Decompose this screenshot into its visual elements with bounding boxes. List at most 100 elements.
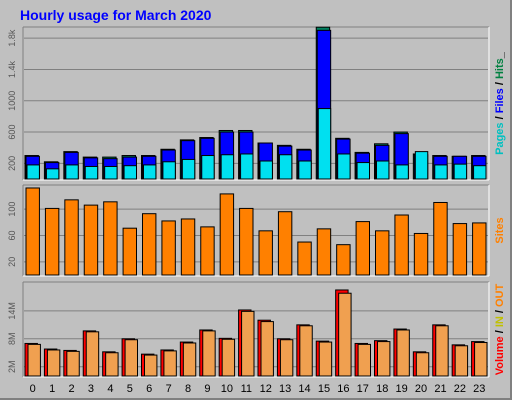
bar-out-4 xyxy=(105,352,119,377)
bar-pages-10 xyxy=(220,154,235,180)
bar-sites-14 xyxy=(297,241,312,276)
panel-background xyxy=(23,27,489,180)
legend-part: / xyxy=(494,307,506,316)
x-tick-label: 7 xyxy=(166,383,172,395)
bar-sites-12 xyxy=(258,230,273,276)
bar-sites-0 xyxy=(25,187,40,276)
y-tick-label: 60 xyxy=(7,230,17,240)
legend-part: / xyxy=(494,113,506,122)
bar-out-11 xyxy=(241,310,255,377)
bar-out-23 xyxy=(474,342,488,377)
x-tick-label: 17 xyxy=(357,383,369,395)
bar-sites-6 xyxy=(142,213,157,276)
x-tick-label: 9 xyxy=(204,383,210,395)
panel-requests: 200 600 1000 1.4k 1.8k Pages / Files / Hits_ xyxy=(7,26,506,181)
bar-sites-9 xyxy=(200,226,215,276)
bar-sites-18 xyxy=(375,230,390,276)
bar-out-10 xyxy=(221,338,236,377)
bar-out-18 xyxy=(377,341,391,377)
bar-out-6 xyxy=(144,354,158,377)
bar-out-13 xyxy=(279,339,294,377)
bar-sites-8 xyxy=(180,218,196,276)
bar-out-21 xyxy=(435,325,449,377)
x-tick-label: 8 xyxy=(185,383,191,395)
panel-legend-label: Sites xyxy=(494,217,506,243)
x-tick-label: 19 xyxy=(396,383,408,395)
bar-pages-16 xyxy=(337,153,351,180)
bar-pages-2 xyxy=(65,164,79,180)
bar-out-5 xyxy=(124,339,139,377)
y-tick-label: 14M xyxy=(7,302,17,320)
bar-out-2 xyxy=(66,350,80,377)
bar-out-16 xyxy=(338,292,352,377)
bar-out-15 xyxy=(318,341,333,377)
bar-out-0 xyxy=(27,343,41,377)
bar-sites-19 xyxy=(394,214,409,276)
panel-sites: 20 60 100 Sites xyxy=(7,184,506,277)
panel-legend-label: Volume / IN / OUT xyxy=(494,283,506,375)
x-tick-label: 22 xyxy=(454,383,466,395)
bar-pages-19 xyxy=(395,164,409,180)
bar-sites-1 xyxy=(44,207,60,276)
bar-sites-11 xyxy=(239,207,254,276)
bar-sites-21 xyxy=(433,201,448,276)
bar-pages-22 xyxy=(453,163,468,180)
bar-sites-15 xyxy=(316,228,332,276)
bar-pages-20 xyxy=(414,151,429,180)
x-tick-label: 12 xyxy=(260,383,272,395)
legend-part: / xyxy=(494,79,506,88)
y-tick-label: 8M xyxy=(7,333,17,346)
bar-pages-23 xyxy=(473,165,487,180)
x-tick-label: 15 xyxy=(318,383,330,395)
legend-part: _ xyxy=(494,51,506,59)
bar-sites-5 xyxy=(122,227,138,276)
bar-pages-14 xyxy=(298,160,312,180)
bar-out-22 xyxy=(454,345,469,377)
bar-sites-17 xyxy=(355,221,371,276)
y-tick-label: 20 xyxy=(7,257,17,267)
bar-out-19 xyxy=(396,329,410,377)
bar-out-9 xyxy=(202,330,216,377)
x-tick-label: 13 xyxy=(279,383,291,395)
bar-pages-8 xyxy=(181,158,196,180)
bar-sites-23 xyxy=(472,222,487,276)
x-tick-label: 11 xyxy=(241,383,252,395)
bar-out-20 xyxy=(415,352,430,377)
bar-pages-18 xyxy=(376,160,390,180)
bar-out-7 xyxy=(163,350,177,377)
legend-part: Files xyxy=(494,88,506,113)
bar-sites-22 xyxy=(452,223,468,276)
x-tick-label: 20 xyxy=(415,383,427,395)
chart-title: Hourly usage for March 2020 xyxy=(20,7,212,23)
y-tick-label: 1.4k xyxy=(7,60,17,78)
bar-sites-7 xyxy=(161,220,176,276)
bar-out-17 xyxy=(357,343,372,377)
y-tick-label: 1.8k xyxy=(7,29,17,47)
x-tick-label: 0 xyxy=(30,383,36,395)
x-tick-label: 14 xyxy=(298,383,310,395)
x-tick-label: 4 xyxy=(107,383,113,395)
legend-part: Pages xyxy=(494,122,506,154)
y-tick-label: 1000 xyxy=(7,91,17,111)
bar-pages-13 xyxy=(278,154,293,180)
x-tick-label: 21 xyxy=(434,383,446,395)
bar-pages-17 xyxy=(356,162,371,180)
legend-part: Sites xyxy=(494,217,506,243)
bar-sites-10 xyxy=(219,193,235,276)
x-tick-label: 6 xyxy=(146,383,152,395)
bar-pages-7 xyxy=(162,161,176,180)
bar-pages-9 xyxy=(201,155,215,180)
bar-sites-20 xyxy=(413,232,429,276)
x-tick-label: 10 xyxy=(221,383,233,395)
y-tick-label: 100 xyxy=(7,202,17,217)
bar-sites-2 xyxy=(64,199,79,276)
x-tick-label: 5 xyxy=(127,383,133,395)
panel-background xyxy=(23,185,489,276)
bar-pages-21 xyxy=(434,164,448,180)
bar-pages-11 xyxy=(240,153,254,180)
x-tick-label: 23 xyxy=(473,383,485,395)
bar-sites-4 xyxy=(103,201,118,276)
y-tick-label: 200 xyxy=(7,156,17,171)
bar-out-8 xyxy=(182,342,197,377)
